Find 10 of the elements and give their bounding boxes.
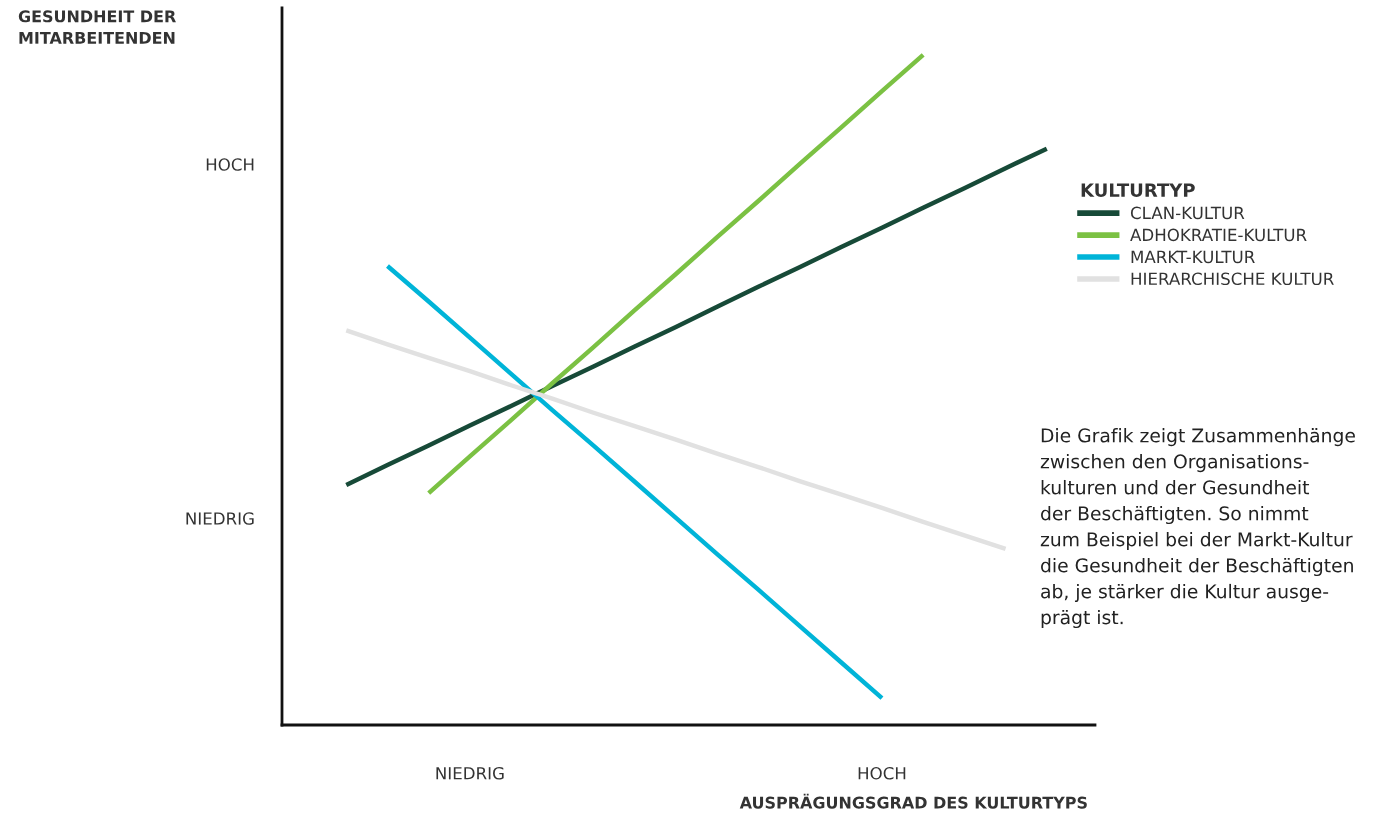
text: NIEDRIG xyxy=(186,512,254,525)
annotation: Die Grafik zeigt Zusammenhänge zwischen den Organisations- kulturen und der Gesundheit der Beschäftigten. So nimmt zum Beispiel bei der Markt-Kultur die Gesundheit der Beschäftigten ab, je stärker die Kultur ausge- prägt ist. xyxy=(1040,428,1355,629)
legend-label: CLAN-KULTUR xyxy=(1130,206,1245,220)
legend-label: MARKT-KULTUR xyxy=(1131,250,1255,264)
text: HOCH xyxy=(206,158,254,171)
legend-title: KULTURTYP xyxy=(1081,183,1195,197)
text: GESUNDHEIT DER MITARBEITENDEN xyxy=(18,10,176,44)
x-axis-title: AUSPRÄGUNGSGRAD DES KULTURTYPS xyxy=(739,793,1087,809)
legend-label: HIERARCHISCHE KULTUR xyxy=(1131,272,1334,286)
legend-label: ADHOKRATIE-KULTUR xyxy=(1130,228,1307,242)
